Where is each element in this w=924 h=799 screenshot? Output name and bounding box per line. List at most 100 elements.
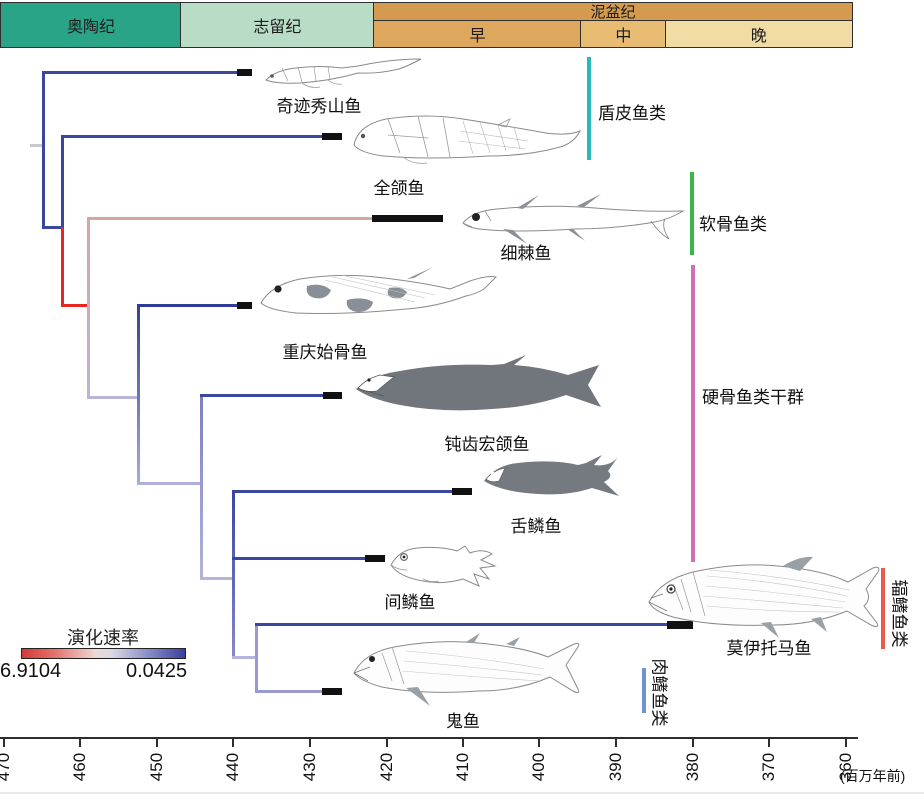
fish-eye [367,378,371,382]
fish-body-silhouette [484,455,619,496]
tree-node-connector-root [42,72,45,229]
fish-moyituoma-svg [648,556,880,638]
fish-shelin-svg [484,455,619,496]
tree-node-connector-7 [255,624,258,693]
epoch-band-early-devonian: 早 [373,20,582,48]
legend-title: 演化速率 [67,628,139,648]
legend-min-value: 0.0425 [126,660,188,682]
axis-tick-label-440: 440 [223,752,242,782]
fish-jaw-line [358,388,385,397]
fossil-range-bar-shelin [452,488,472,495]
fish-plate-lines [281,65,331,83]
fish-fins [301,79,343,88]
branch-chongqing [137,304,237,307]
tree-node-connector-6 [232,491,235,659]
period-band-devonian: 泥盆纪 [373,2,853,22]
fish-moyituoma-illustration [643,554,883,644]
fish-caudal-lobe [650,218,670,240]
clade-bar-placoderms [587,57,591,160]
epoch-band-late-devonian: 晚 [664,20,853,48]
period-label-silurian: 志留纪 [253,19,302,36]
epoch-band-middle-devonian: 中 [580,20,667,48]
fish-body [353,641,580,694]
tip-label-dunchi: 钝齿宏颌鱼 [444,435,530,454]
tree-root-stub [30,144,43,147]
tree-node-connector-4 [137,305,140,485]
fish-hatch-lines [324,274,436,303]
clade-bar-chondrichthyans [690,172,694,255]
branch-dunchi [200,394,323,397]
clade-bar-sarcopterygians [642,668,646,713]
tree-node-connector-2-upper [61,136,64,229]
branch-moyituoma [255,623,667,626]
fish-jianlin-illustration [383,537,504,594]
fish-gray-patch-3 [387,287,407,299]
branch-shelin [232,490,452,493]
axis-tick-label-420: 420 [377,752,396,782]
branch-jianlin [232,557,366,560]
clade-label-actinopterygians: 辐鳍鱼类 [889,579,909,648]
fish-dorsal-fin [783,556,813,571]
fossil-range-bar-quanhe [322,133,342,140]
fish-shelin-illustration [478,451,624,507]
legend-max-value: 6.9104 [0,660,62,682]
axis-tick-label-410: 410 [453,752,472,782]
branch-to-node7 [232,656,257,659]
fish-dorsal-spine-2 [577,194,601,207]
fish-pectoral-fin [402,156,428,164]
axis-tick-390 [615,739,617,747]
fish-eye [491,472,495,476]
fossil-range-bar-chongqing [237,302,252,309]
fish-mouth [353,666,371,682]
fossil-range-bar-jianlin [365,555,385,562]
fish-quanhe-illustration [348,109,585,173]
fish-dorsal-spine-1 [517,195,539,209]
fish-body [260,274,497,314]
axis-tick-label-400: 400 [529,752,548,782]
axis-tick-410 [462,739,464,747]
fish-xiji-illustration [455,189,690,252]
axis-tick-450 [156,739,158,747]
tree-node-connector-2-lower-highrate [61,227,64,307]
clade-label-osteichthyan-stem: 硬骨鱼类干群 [702,388,804,407]
fish-xiushanyu-illustration [258,56,428,94]
fish-head-plates [381,646,405,685]
fish-pectoral-fin [406,687,430,706]
fish-dorsal-spine [407,267,433,279]
fish-mouth-line [462,210,492,228]
axis-tick-370 [768,739,770,747]
fish-gray-patch-1 [306,284,331,299]
fish-pelvic-fin [567,229,585,241]
fish-eye [669,587,673,591]
period-label-ordovician: 奥陶纪 [66,19,115,36]
fish-eye [472,213,480,221]
fish-scale-mesh [457,120,529,155]
clade-label-sarcopterygians: 肉鳍鱼类 [649,658,669,727]
page-bottom-rule [0,792,924,794]
tree-node-connector-3 [87,218,90,399]
tip-label-guiyu: 鬼鱼 [446,712,480,731]
axis-tick-470 [3,739,5,747]
branch-to-node6 [200,577,234,580]
fossil-range-bar-xiji [372,215,443,222]
fish-plate-lines [387,115,511,158]
branch-xiji [87,217,373,220]
axis-tick-label-470: 470 [0,752,13,782]
fish-pelvic-fin [761,622,779,638]
fish-chongqing-illustration [255,262,500,342]
fish-anal-fin [811,617,827,632]
epoch-label-late: 晚 [750,28,767,45]
fish-eye [360,133,366,139]
tip-label-chongqing: 重庆始骨鱼 [282,343,368,362]
branch-to-node5 [137,482,202,485]
branch-guiyu [255,690,322,693]
fish-dorsal-fin-1 [466,633,480,643]
clade-label-chondrichthyans: 软骨鱼类 [699,215,767,234]
tip-label-jianlin: 间鳞鱼 [384,593,436,612]
axis-unit-label: (百万年前) [840,768,906,784]
legend-gradient-bar [21,648,186,659]
fossil-range-bar-moyituoma [667,621,693,629]
fish-eye [274,285,282,293]
fish-body [648,564,880,628]
fish-gray-patch-2 [346,298,373,312]
